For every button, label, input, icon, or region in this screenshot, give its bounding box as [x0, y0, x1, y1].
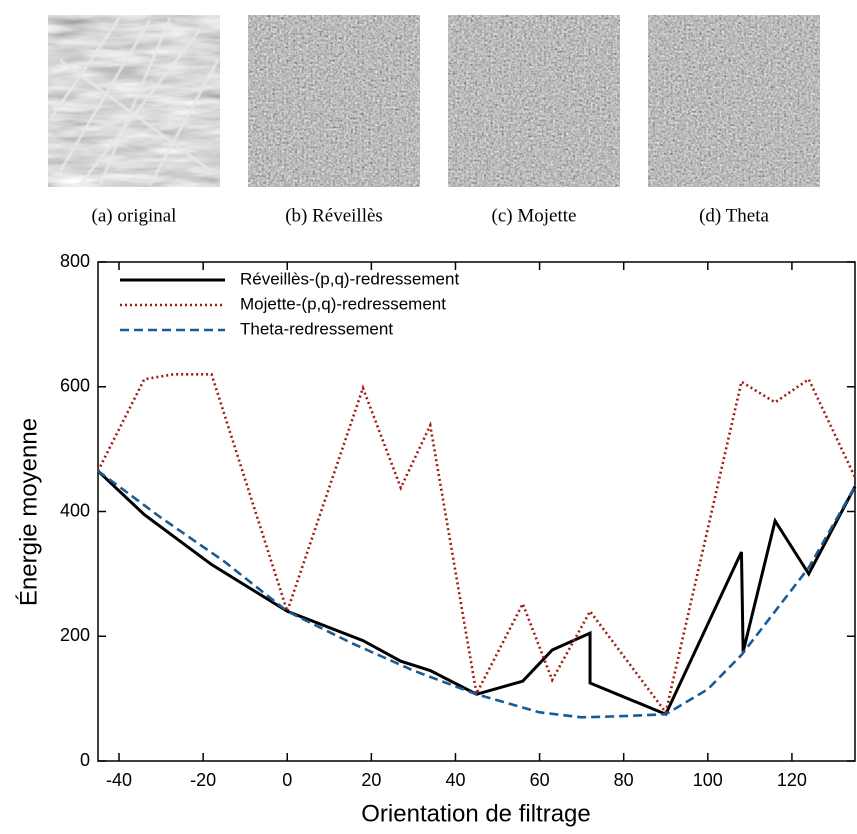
x-tick-label: 100	[693, 770, 723, 790]
caption: (a) original	[92, 205, 177, 226]
image-mojette	[448, 15, 620, 187]
x-tick-label: -40	[106, 770, 132, 790]
legend-label: Mojette-(p,q)-redressement	[240, 294, 446, 313]
y-tick-label: 0	[80, 750, 90, 770]
image-original	[48, 15, 220, 187]
caption: (b) Réveillès	[285, 205, 383, 226]
x-tick-label: 0	[282, 770, 292, 790]
x-tick-label: -20	[190, 770, 216, 790]
y-tick-label: 600	[60, 376, 90, 396]
x-axis-label: Orientation de filtrage	[361, 800, 590, 827]
x-tick-label: 80	[614, 770, 634, 790]
series-line	[96, 469, 857, 717]
y-tick-label: 400	[60, 500, 90, 520]
y-axis-label: Énergie moyenne	[15, 418, 42, 606]
image-theta	[648, 15, 820, 187]
legend-label: Theta-redressement	[240, 319, 393, 338]
y-tick-label: 200	[60, 625, 90, 645]
x-tick-label: 40	[445, 770, 465, 790]
image-reveilles	[248, 15, 420, 187]
caption: (d) Theta	[699, 205, 769, 226]
x-tick-label: 60	[530, 770, 550, 790]
series-line	[96, 372, 857, 716]
caption: (c) Mojette	[492, 205, 577, 226]
x-tick-label: 120	[777, 770, 807, 790]
legend-label: Réveillès-(p,q)-redressement	[240, 269, 459, 288]
x-tick-label: 20	[361, 770, 381, 790]
y-tick-label: 800	[60, 251, 90, 271]
series-line	[97, 469, 857, 719]
